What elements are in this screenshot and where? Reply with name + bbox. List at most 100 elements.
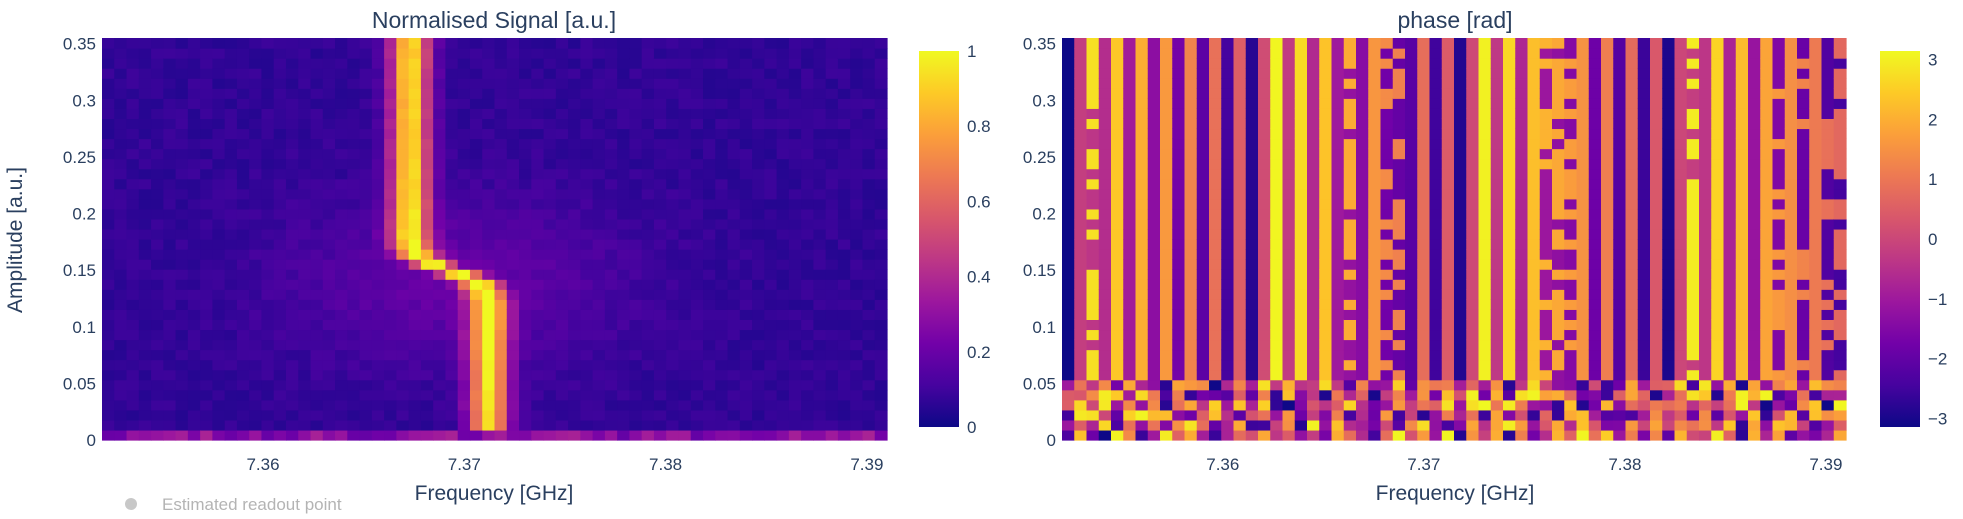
heatmap-cell — [1699, 249, 1712, 260]
heatmap-cell — [653, 289, 667, 300]
heatmap-cell — [592, 279, 606, 290]
heatmap-cell — [445, 259, 459, 270]
heatmap-cell — [285, 259, 299, 270]
heatmap-cell — [1735, 299, 1749, 310]
heatmap-cell — [1098, 299, 1112, 310]
heatmap-cell — [396, 38, 410, 49]
heatmap-cell — [1515, 309, 1529, 320]
heatmap-cell — [347, 228, 361, 240]
heatmap-cell — [641, 279, 655, 290]
heatmap-cell — [506, 38, 520, 49]
heatmap-cell — [1245, 369, 1259, 381]
heatmap-cells-phase[interactable] — [1062, 38, 1847, 441]
heatmap-cell — [494, 289, 508, 300]
heatmap-cell — [1380, 38, 1394, 49]
heatmap-cell — [715, 299, 729, 310]
heatmap-cell — [408, 48, 422, 59]
heatmap-cell — [1209, 178, 1222, 190]
heatmap-cell — [1674, 208, 1688, 220]
heatmap-cell — [1490, 359, 1504, 371]
heatmap-cell — [1466, 88, 1480, 99]
heatmap-cell — [273, 178, 287, 190]
heatmap-cell — [1184, 98, 1198, 109]
heatmap-cell — [1515, 409, 1529, 421]
heatmap-cell — [653, 349, 667, 361]
heatmap-cell — [1429, 148, 1443, 160]
heatmap-cell — [1074, 279, 1088, 290]
heatmap-cell — [457, 249, 471, 260]
heatmap-cell — [1111, 118, 1124, 130]
heatmap-cell — [604, 289, 618, 300]
heatmap-cell — [1405, 128, 1418, 140]
heatmap-cell — [1552, 409, 1565, 421]
heatmap-cell — [187, 48, 201, 59]
heatmap-cell — [1454, 228, 1467, 240]
heatmap-cell — [1086, 319, 1100, 331]
heatmap-cell — [1723, 249, 1737, 260]
heatmap-cell — [1699, 88, 1712, 99]
heatmap-cell — [408, 138, 422, 150]
heatmap-cell — [874, 339, 888, 351]
heatmap-cell — [555, 399, 569, 411]
heatmap-cell — [874, 58, 888, 69]
heatmap-cell — [1576, 168, 1590, 180]
heatmap-cell — [1270, 58, 1284, 69]
heatmap-cell — [1343, 299, 1357, 310]
heatmap-cell — [1735, 389, 1749, 401]
heatmap-cell — [1699, 259, 1712, 270]
heatmap-cells-signal[interactable] — [102, 38, 888, 441]
heatmap-cell — [776, 98, 790, 109]
heatmap-cell — [788, 259, 802, 270]
heatmap-cell — [715, 389, 729, 401]
heatmap-cell — [1650, 108, 1663, 119]
heatmap-cell — [1564, 218, 1578, 230]
heatmap-cell — [224, 148, 238, 160]
heatmap-cell — [1282, 118, 1296, 130]
heatmap-cell — [1368, 58, 1382, 69]
heatmap-cell — [359, 48, 373, 59]
heatmap-cell — [1270, 218, 1284, 230]
heatmap-cell — [690, 319, 704, 331]
heatmap-cell — [322, 218, 336, 230]
heatmap-cell — [384, 158, 397, 170]
heatmap-cell — [1552, 78, 1565, 89]
heatmap-cell — [1270, 309, 1284, 320]
heatmap-cell — [1735, 239, 1749, 250]
heatmap-cell — [261, 158, 275, 170]
heatmap-cell — [1466, 269, 1480, 280]
heatmap-cell — [298, 299, 312, 310]
heatmap-cell — [1686, 329, 1700, 341]
heatmap-cell — [837, 138, 851, 150]
heatmap-cell — [1123, 239, 1137, 250]
heatmap-cell — [1123, 198, 1137, 210]
heatmap-cell — [1650, 279, 1663, 290]
heatmap-cell — [457, 279, 471, 290]
heatmap-cell — [1576, 198, 1590, 210]
heatmap-cell — [469, 208, 483, 220]
heatmap-cell — [1699, 329, 1712, 341]
heatmap-cell — [371, 38, 385, 49]
heatmap-cell — [102, 249, 115, 260]
heatmap-cell — [1160, 128, 1173, 140]
heatmap-cell — [1711, 399, 1725, 411]
heatmap-cell — [1650, 98, 1663, 109]
heatmap-cell — [1098, 168, 1112, 180]
heatmap-cell — [285, 419, 299, 431]
heatmap-cell — [1735, 58, 1749, 69]
heatmap-cell — [138, 259, 152, 270]
heatmap-cell — [1454, 239, 1467, 250]
heatmap-cell — [420, 178, 434, 190]
heatmap-cell — [1662, 108, 1676, 119]
heatmap-cell — [371, 108, 385, 119]
heatmap-cell — [1723, 329, 1737, 341]
heatmap-cell — [163, 228, 177, 240]
heatmap-cell — [555, 389, 569, 401]
heatmap-cell — [285, 148, 299, 160]
heatmap-cell — [102, 48, 115, 59]
heatmap-cell — [1172, 218, 1186, 230]
heatmap-cell — [224, 309, 238, 320]
heatmap-cell — [1307, 88, 1320, 99]
heatmap-cell — [1490, 108, 1504, 119]
heatmap-cell — [359, 279, 373, 290]
heatmap-cell — [813, 228, 827, 240]
